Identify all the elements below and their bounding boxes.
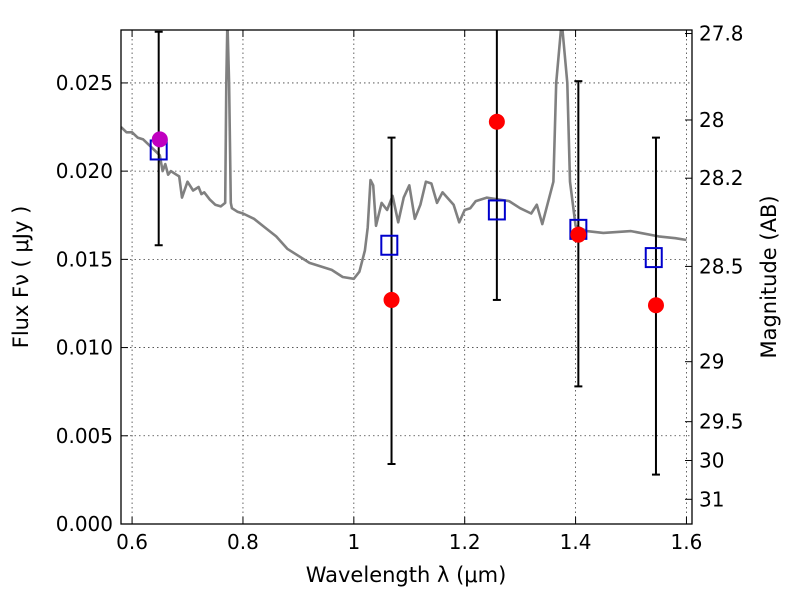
y2-tick-label: 29.5 [699,410,744,434]
plot-frame [120,29,693,525]
model-point [380,234,399,256]
x-tick-label: 1.2 [449,530,481,554]
y2-axis-label: Magnitude (AB) [757,195,781,358]
y2-tick-label: 29 [699,350,724,374]
data-point-group [149,113,664,314]
data-point [151,131,168,148]
y2-tick-label: 31 [699,487,724,511]
grid [121,30,692,525]
data-point [383,291,400,308]
y2-tick-label: 28 [699,108,724,132]
data-point [488,113,505,130]
y2-tick-label: 30 [699,448,724,472]
x-tick-label: 1.4 [560,530,592,554]
data-point [570,226,587,243]
y-tick-label: 0.025 [56,71,113,95]
model-point [644,247,663,269]
y2-tick-label: 27.8 [699,22,744,46]
data-point [647,297,664,314]
x-tick-label: 0.8 [227,530,259,554]
y-axis-label: Flux Fν ( μJy ) [9,206,33,349]
y-tick-label: 0.020 [56,159,113,183]
sed-series-group [121,30,687,281]
y2-tick-label: 28.5 [699,254,744,278]
x-tick-label: 1.6 [671,530,703,554]
y2-tick-label: 28.2 [699,166,744,190]
y-tick-label: 0.010 [56,336,113,360]
x-axis-label: Wavelength λ (μm) [306,563,507,587]
y-tick-label: 0.015 [56,247,113,271]
y-tick-label: 0.000 [56,512,113,536]
axis-ticks: 0.6 0.8 1 1.2 1.4 1.6 0.000 0.005 0.010 0.015 0.02… [56,22,744,554]
sed-line [121,30,687,281]
x-tick-label: 1 [347,530,360,554]
model-point [487,199,506,221]
y-tick-label: 0.005 [56,424,113,448]
x-tick-label: 0.6 [116,530,148,554]
